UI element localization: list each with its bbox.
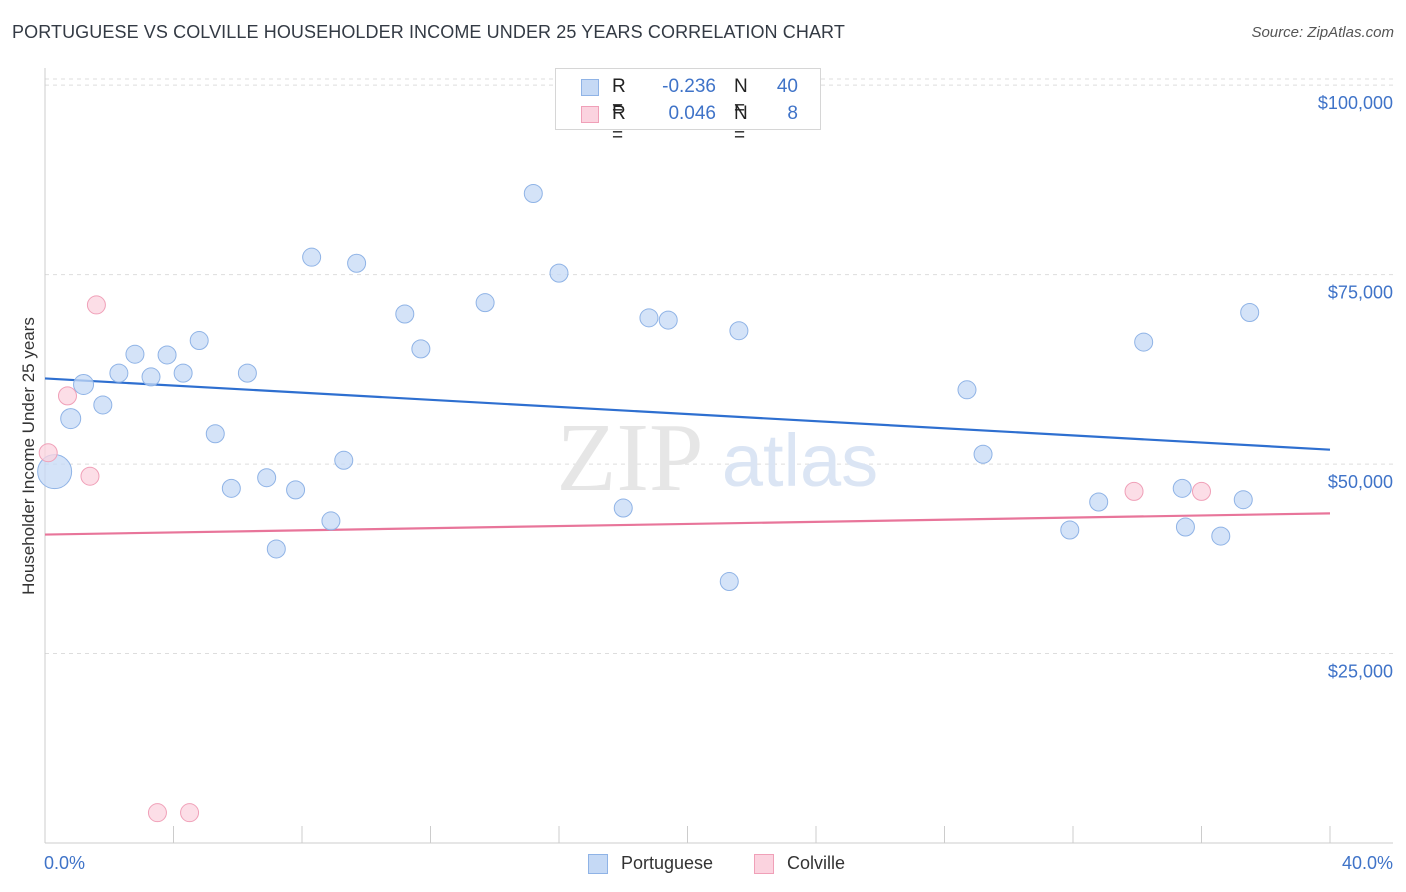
watermark-atlas: atlas xyxy=(722,419,878,502)
y-tick-label: $100,000 xyxy=(1318,93,1393,113)
portuguese-point xyxy=(1172,478,1192,498)
watermark-zip: ZIP xyxy=(557,404,704,512)
portuguese-point xyxy=(973,444,993,464)
portuguese-point xyxy=(189,331,209,351)
portuguese-point xyxy=(1240,303,1260,323)
colville-point xyxy=(1192,481,1211,501)
r-value: -0.236 xyxy=(662,76,716,97)
tick-labels: $25,000 $50,000 $75,000 $100,000 0.0% 40.0% xyxy=(44,93,1393,873)
legend-label-colville: Colville xyxy=(787,853,846,873)
portuguese-point xyxy=(1211,526,1231,546)
portuguese-point xyxy=(411,339,431,359)
portuguese-point xyxy=(475,293,495,313)
portuguese-point xyxy=(60,408,82,430)
colville-point xyxy=(1124,481,1144,501)
portuguese-point xyxy=(334,450,354,470)
portuguese-point xyxy=(321,511,341,531)
portuguese-point xyxy=(658,310,678,330)
portuguese-point xyxy=(125,344,145,364)
legend-swatch-portuguese xyxy=(588,854,608,874)
portuguese-point xyxy=(141,367,161,387)
portuguese-point xyxy=(302,247,322,267)
colville-swatch xyxy=(581,106,599,123)
portuguese-point xyxy=(286,480,306,500)
correlation-stats-box: R = -0.236 N = 40 R = 0.046 N = 8 xyxy=(555,68,821,146)
portuguese-point xyxy=(719,572,739,592)
legend-label-portuguese: Portuguese xyxy=(621,853,714,873)
portuguese-swatch xyxy=(581,79,599,96)
portuguese-point xyxy=(613,498,633,518)
portuguese-point xyxy=(73,374,95,396)
colville-point xyxy=(57,386,77,406)
portuguese-point xyxy=(1233,490,1253,510)
data-points xyxy=(37,184,1260,823)
r-label: R = xyxy=(612,103,626,146)
y-tick-label: $50,000 xyxy=(1328,472,1393,492)
portuguese-point xyxy=(173,363,193,383)
colville-point xyxy=(80,466,100,486)
trend-lines xyxy=(44,377,1331,536)
portuguese-point xyxy=(1060,520,1080,540)
portuguese-point xyxy=(347,253,367,273)
n-value: 40 xyxy=(776,76,798,97)
y-tick-label: $75,000 xyxy=(1328,283,1393,303)
portuguese-point xyxy=(266,539,286,559)
y-tick-label: $25,000 xyxy=(1328,662,1393,682)
chart-title: PORTUGUESE VS COLVILLE HOUSEHOLDER INCOM… xyxy=(12,22,845,42)
colville-point xyxy=(147,803,167,823)
portuguese-point xyxy=(549,263,569,283)
colville-point xyxy=(180,803,200,823)
portuguese-point xyxy=(395,304,415,324)
portuguese-point xyxy=(109,363,129,383)
n-label: N = xyxy=(734,76,748,119)
x-tick-label: 40.0% xyxy=(1342,853,1393,873)
colville-point xyxy=(86,295,106,315)
x-tick-label: 0.0% xyxy=(44,853,85,873)
portuguese-point xyxy=(157,345,177,365)
portuguese-point xyxy=(1089,492,1109,512)
r-value: 0.046 xyxy=(668,103,716,124)
colville-point xyxy=(38,443,58,463)
legend-swatch-colville xyxy=(754,854,774,874)
portuguese-point xyxy=(205,424,225,444)
r-label: R = xyxy=(612,76,626,119)
portuguese-point xyxy=(639,308,659,328)
source-label: Source: ZipAtlas.com xyxy=(1251,24,1394,41)
portuguese-point xyxy=(221,478,241,498)
portuguese-point xyxy=(257,468,277,488)
portuguese-trend-line xyxy=(44,377,1331,451)
portuguese-point xyxy=(729,321,749,341)
portuguese-point xyxy=(957,380,977,400)
colville-trend-line xyxy=(44,512,1331,536)
n-label: N = xyxy=(734,103,748,146)
n-value: 8 xyxy=(787,103,798,124)
portuguese-point xyxy=(237,363,257,383)
portuguese-point xyxy=(93,395,113,415)
portuguese-point xyxy=(1175,517,1195,537)
y-axis-label: Householder Income Under 25 years xyxy=(19,317,38,595)
portuguese-point xyxy=(523,184,543,204)
axes xyxy=(44,68,1393,844)
portuguese-point xyxy=(1134,332,1154,352)
